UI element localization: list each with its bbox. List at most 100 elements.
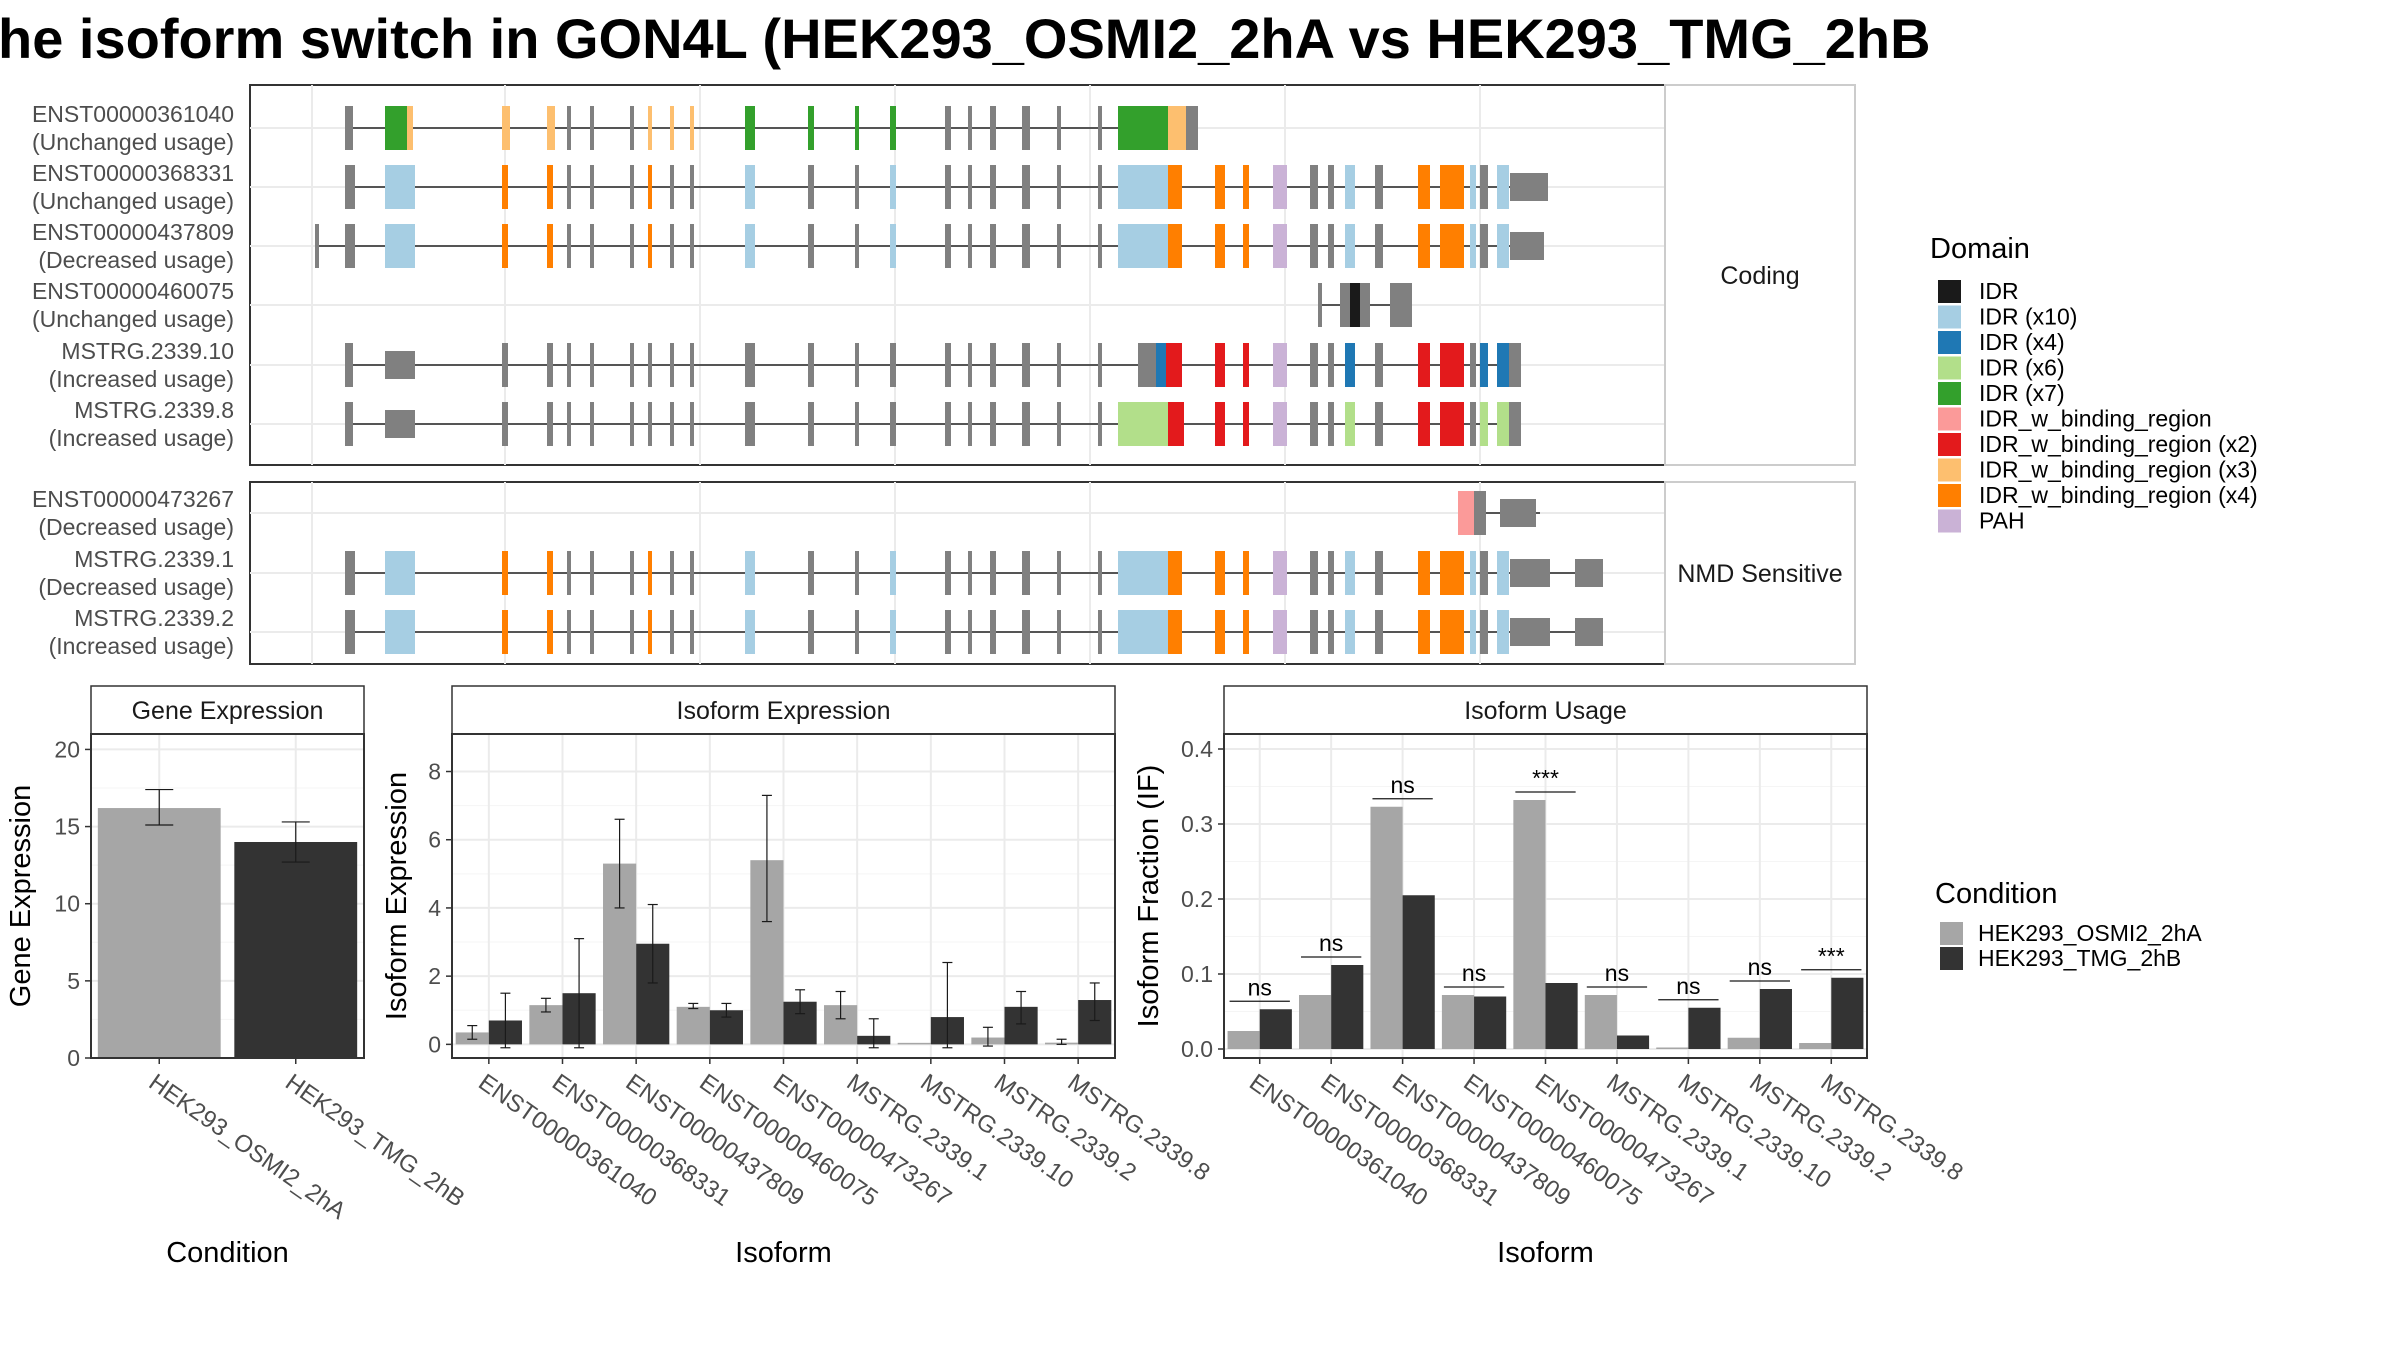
exon-block bbox=[1243, 343, 1249, 387]
exon-block bbox=[745, 224, 755, 268]
exon-block bbox=[648, 551, 652, 595]
exon-block bbox=[590, 343, 594, 387]
transcript-usage: (Increased usage) bbox=[49, 366, 234, 392]
chart-strip bbox=[90, 685, 365, 735]
transcript-name: ENST00000368331 bbox=[32, 160, 234, 186]
exon-block bbox=[1480, 402, 1488, 446]
exon-block bbox=[968, 343, 972, 387]
exon-block bbox=[945, 343, 951, 387]
exon-block bbox=[945, 224, 951, 268]
exon-block bbox=[502, 224, 508, 268]
exon-block bbox=[1458, 491, 1474, 535]
exon-block bbox=[890, 402, 896, 446]
exon-block bbox=[1375, 610, 1383, 654]
exon-block bbox=[648, 402, 652, 446]
legend-swatch bbox=[1938, 331, 1961, 354]
exon-block bbox=[968, 610, 972, 654]
exon-block bbox=[1345, 610, 1355, 654]
exon-block bbox=[345, 165, 355, 209]
exon-block bbox=[1098, 106, 1102, 150]
exon-block bbox=[1497, 224, 1509, 268]
y-axis-title: Isoform Expression bbox=[381, 772, 413, 1020]
exon-block bbox=[808, 402, 814, 446]
legend-label: IDR bbox=[1979, 278, 2019, 304]
legend-swatch bbox=[1938, 458, 1961, 482]
exon-block bbox=[1470, 165, 1476, 209]
significance-label: ns bbox=[1748, 954, 1772, 980]
bar bbox=[1299, 995, 1332, 1049]
exon-block bbox=[1470, 343, 1476, 387]
exon-block bbox=[670, 551, 674, 595]
significance-label: *** bbox=[1532, 765, 1559, 791]
legend-label: IDR_w_binding_region bbox=[1979, 406, 2212, 432]
exon-block bbox=[1360, 283, 1370, 327]
exon-block bbox=[1186, 106, 1198, 150]
exon-block bbox=[1138, 343, 1156, 387]
y-axis-title: Gene Expression bbox=[5, 785, 37, 1007]
exon-block bbox=[1345, 165, 1355, 209]
exon-block bbox=[567, 610, 571, 654]
x-axis-title: Condition bbox=[166, 1237, 289, 1269]
legend-swatch bbox=[1938, 356, 1961, 380]
exon-block bbox=[1418, 165, 1430, 209]
exon-block bbox=[547, 106, 555, 150]
exon-block bbox=[567, 343, 571, 387]
exon-block bbox=[630, 610, 634, 654]
exon-block bbox=[1328, 610, 1334, 654]
exon-block bbox=[315, 224, 319, 268]
exon-block bbox=[1215, 610, 1225, 654]
legend-label: HEK293_TMG_2hB bbox=[1978, 945, 2181, 971]
transcript-name: MSTRG.2339.10 bbox=[61, 338, 234, 364]
exon-block bbox=[1310, 343, 1318, 387]
exon-block bbox=[808, 610, 814, 654]
y-tick-label: 10 bbox=[54, 891, 80, 917]
exon-block bbox=[855, 165, 859, 209]
legend-swatch bbox=[1938, 305, 1961, 329]
exon-block bbox=[1328, 224, 1334, 268]
exon-block bbox=[630, 551, 634, 595]
exon-block bbox=[690, 165, 694, 209]
exon-block bbox=[1022, 551, 1030, 595]
exon-block bbox=[648, 165, 652, 209]
legend-label: IDR_w_binding_region (x2) bbox=[1979, 431, 2258, 457]
exon-block bbox=[1328, 402, 1334, 446]
exon-block bbox=[890, 106, 896, 150]
exon-block bbox=[745, 343, 755, 387]
exon-block bbox=[1215, 402, 1225, 446]
strip-label: NMD Sensitive bbox=[1677, 560, 1842, 588]
exon-block bbox=[590, 224, 594, 268]
exon-block bbox=[745, 610, 755, 654]
exon-block bbox=[1509, 343, 1521, 387]
exon-block bbox=[1474, 491, 1486, 535]
exon-block bbox=[1022, 402, 1030, 446]
exon-block bbox=[1404, 283, 1412, 327]
exon-block bbox=[808, 551, 814, 595]
transcript-name: MSTRG.2339.8 bbox=[74, 397, 234, 423]
legend-label: IDR (x4) bbox=[1979, 329, 2065, 355]
exon-block bbox=[1098, 343, 1102, 387]
exon-block bbox=[1118, 106, 1168, 150]
bar bbox=[1799, 1043, 1832, 1049]
exon-block bbox=[590, 165, 594, 209]
x-axis-title: Isoform bbox=[1497, 1237, 1594, 1269]
exon-block bbox=[1118, 551, 1168, 595]
y-tick-label: 0 bbox=[67, 1045, 80, 1071]
exon-block bbox=[1440, 224, 1464, 268]
exon-block bbox=[808, 106, 814, 150]
y-tick-label: 15 bbox=[54, 814, 80, 840]
exon-block bbox=[547, 224, 553, 268]
legend-label: PAH bbox=[1979, 508, 2025, 534]
exon-block bbox=[590, 610, 594, 654]
exon-block bbox=[690, 551, 694, 595]
exon-block bbox=[1310, 165, 1318, 209]
exon-block bbox=[547, 610, 553, 654]
x-axis-title: Isoform bbox=[735, 1237, 832, 1269]
exon-block bbox=[1273, 551, 1287, 595]
exon-block bbox=[1509, 402, 1521, 446]
exon-block bbox=[890, 224, 896, 268]
bar bbox=[97, 808, 221, 1058]
exon-block bbox=[385, 224, 415, 268]
exon-block bbox=[1510, 559, 1550, 587]
exon-block bbox=[1440, 551, 1464, 595]
